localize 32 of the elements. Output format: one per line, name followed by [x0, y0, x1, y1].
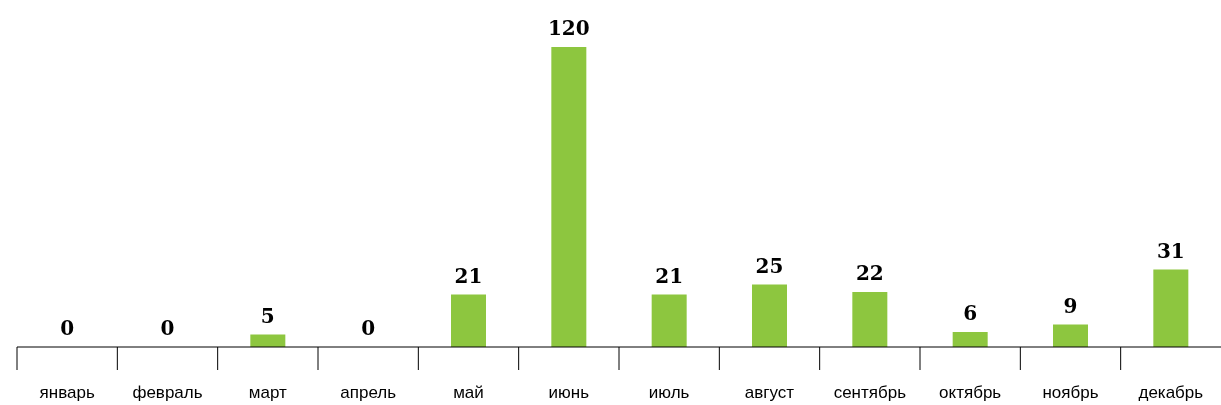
- data-label: 31: [1156, 238, 1185, 263]
- x-tick-label: апрель: [340, 383, 397, 402]
- x-tick-label: январь: [39, 383, 95, 402]
- data-label: 0: [160, 316, 175, 340]
- data-label: 5: [260, 303, 275, 328]
- data-label: 9: [1063, 293, 1078, 318]
- x-tick-label: июль: [648, 383, 690, 402]
- x-tick-label: октябрь: [939, 383, 1002, 402]
- bar: [1153, 269, 1189, 347]
- data-label: 0: [361, 316, 376, 340]
- x-tick-label: март: [248, 383, 288, 402]
- x-tick-label: декабрь: [1138, 383, 1204, 402]
- bar: [852, 292, 888, 347]
- x-tick-label: февраль: [132, 383, 203, 402]
- x-tick-label: сентябрь: [833, 383, 907, 402]
- bar: [551, 47, 587, 347]
- bar: [1053, 324, 1088, 347]
- bar: [451, 294, 486, 347]
- data-label: 0: [60, 316, 75, 340]
- x-tick-label: ноябрь: [1042, 383, 1099, 402]
- bar: [651, 294, 687, 347]
- x-tick-label: август: [744, 383, 795, 402]
- x-tick-label: июнь: [548, 383, 590, 402]
- data-label: 22: [855, 261, 884, 285]
- bar: [752, 284, 787, 347]
- x-tick-label: май: [453, 383, 484, 402]
- data-label: 21: [454, 263, 483, 288]
- data-label: 6: [963, 301, 978, 325]
- data-label: 25: [755, 253, 784, 278]
- bar: [952, 332, 988, 347]
- data-label: 120: [547, 16, 590, 40]
- data-label: 21: [655, 263, 684, 288]
